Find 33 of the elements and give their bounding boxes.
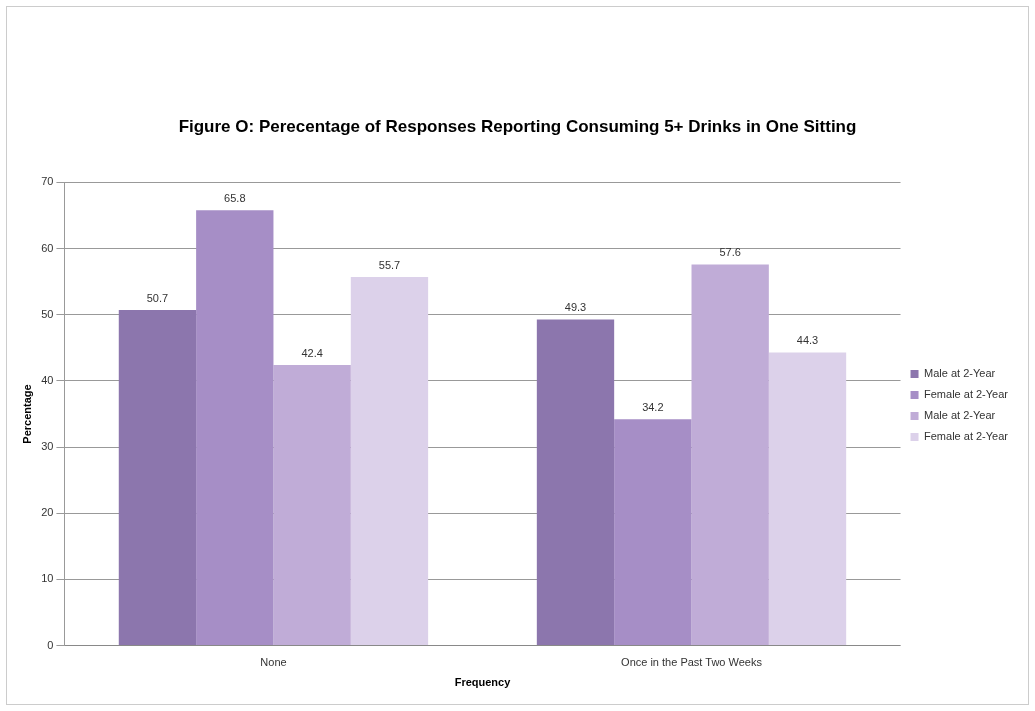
data-label: 57.6 (719, 245, 741, 258)
legend-label: Female at 2-Year (924, 430, 1009, 443)
y-tick-label: 10 (41, 572, 54, 585)
y-tick-label: 30 (41, 440, 54, 453)
data-label: 65.8 (224, 191, 246, 204)
legend-label: Female at 2-Year (924, 388, 1009, 401)
data-label: 55.7 (378, 258, 401, 271)
data-label: 34.2 (642, 400, 664, 413)
data-label: 44.3 (796, 333, 819, 346)
y-axis-title: Percentage (20, 384, 33, 444)
bar (768, 352, 847, 646)
bar (350, 277, 429, 646)
bar (536, 319, 615, 646)
data-label: 50.7 (146, 291, 169, 304)
bar (691, 264, 769, 646)
bar (614, 419, 692, 646)
legend-label: Male at 2-Year (924, 367, 996, 380)
y-tick-label: 70 (41, 175, 54, 188)
x-tick-label: Once in the Past Two Weeks (621, 656, 763, 669)
bar (118, 310, 197, 646)
data-label: 42.4 (301, 346, 323, 359)
chart-title: Figure O: Perecentage of Responses Reporting Consuming 5+ Drinks in One Sitting (178, 116, 857, 136)
y-tick-label: 20 (41, 506, 54, 519)
y-tick-label: 40 (41, 373, 54, 386)
y-tick-label: 50 (41, 307, 54, 320)
y-tick-label: 60 (41, 241, 54, 254)
data-label: 49.3 (564, 300, 587, 313)
y-tick-label: 0 (47, 638, 54, 651)
legend-label: Male at 2-Year (924, 409, 996, 422)
x-tick-label: None (260, 656, 287, 669)
x-axis-title: Frequency (454, 676, 512, 689)
bar (273, 365, 351, 646)
bar (196, 210, 274, 646)
